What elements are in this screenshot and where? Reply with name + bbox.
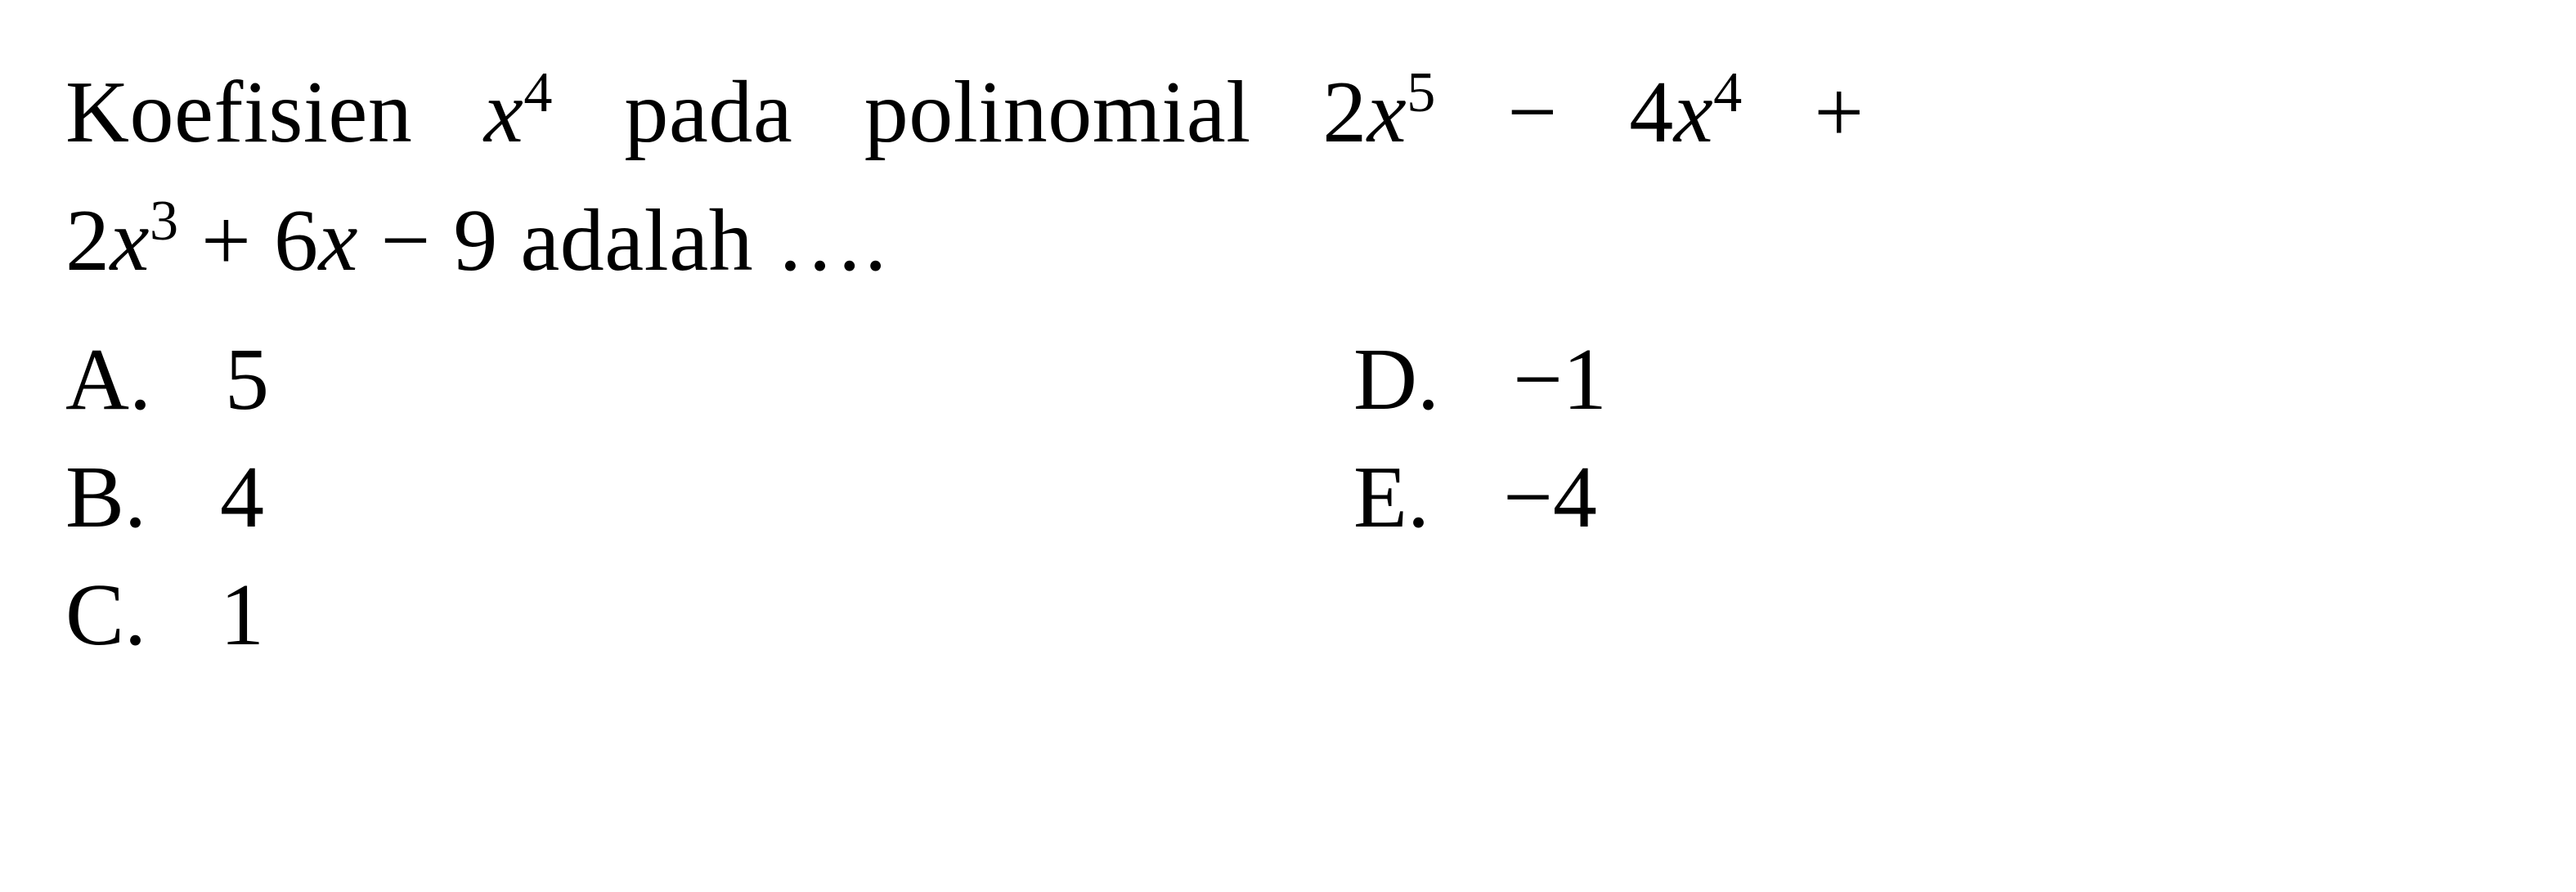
text-adalah: adalah …. bbox=[498, 192, 887, 289]
option-d-value: −1 bbox=[1513, 329, 1607, 431]
exp-4: 4 bbox=[523, 61, 553, 124]
poly-term-4: 6x bbox=[274, 192, 358, 289]
poly-term-3: 2x3 bbox=[65, 192, 179, 289]
option-a-letter: A. bbox=[65, 329, 151, 431]
question-line-2: 2x3 + 6x − 9 adalah …. bbox=[65, 177, 2576, 306]
option-c-value: 1 bbox=[220, 565, 264, 666]
op-minus: − bbox=[1436, 64, 1629, 161]
op-plus: + bbox=[1743, 64, 1865, 161]
var-x: x bbox=[110, 192, 150, 289]
coef-6: 6 bbox=[274, 192, 319, 289]
option-c-letter: C. bbox=[65, 565, 146, 666]
options-grid: A. 5 D. −1 B. 4 E. −4 C. 1 bbox=[65, 329, 2576, 666]
option-d: D. −1 bbox=[1353, 329, 2576, 431]
option-a: A. 5 bbox=[65, 329, 1353, 431]
option-b-value: 4 bbox=[220, 447, 264, 549]
option-c: C. 1 bbox=[65, 565, 1353, 666]
var-x: x bbox=[318, 192, 357, 289]
option-b: B. 4 bbox=[65, 447, 1353, 549]
option-e: E. −4 bbox=[1353, 447, 2576, 549]
option-d-letter: D. bbox=[1353, 329, 1439, 431]
var-x: x bbox=[1367, 64, 1407, 161]
coef-4: 4 bbox=[1629, 64, 1674, 161]
op-minus-2: − bbox=[358, 192, 453, 289]
option-a-value: 5 bbox=[225, 329, 269, 431]
coef-2b: 2 bbox=[65, 192, 110, 289]
text-polinomial: polinomial bbox=[864, 64, 1251, 161]
poly-term-1: 2x5 bbox=[1322, 64, 1436, 161]
question-block: Koefisien x4 pada polinomial 2x5 − 4x4 +… bbox=[65, 49, 2576, 666]
exp-4: 4 bbox=[1713, 61, 1743, 124]
var-x: x bbox=[484, 64, 523, 161]
option-b-letter: B. bbox=[65, 447, 146, 549]
poly-term-2: 4x4 bbox=[1629, 64, 1743, 161]
const-9: 9 bbox=[453, 192, 498, 289]
option-empty bbox=[1353, 565, 2576, 666]
var-x: x bbox=[1674, 64, 1713, 161]
op-plus-2: + bbox=[179, 192, 274, 289]
exp-5: 5 bbox=[1407, 61, 1436, 124]
question-line-1: Koefisien x4 pada polinomial 2x5 − 4x4 + bbox=[65, 49, 2576, 177]
term-x4: x4 bbox=[484, 64, 553, 161]
exp-3: 3 bbox=[150, 189, 179, 253]
text-pada: pada bbox=[624, 64, 792, 161]
coef-2: 2 bbox=[1322, 64, 1367, 161]
text-koefisien: Koefisien bbox=[65, 64, 412, 161]
option-e-value: −4 bbox=[1503, 447, 1597, 549]
option-e-letter: E. bbox=[1353, 447, 1429, 549]
